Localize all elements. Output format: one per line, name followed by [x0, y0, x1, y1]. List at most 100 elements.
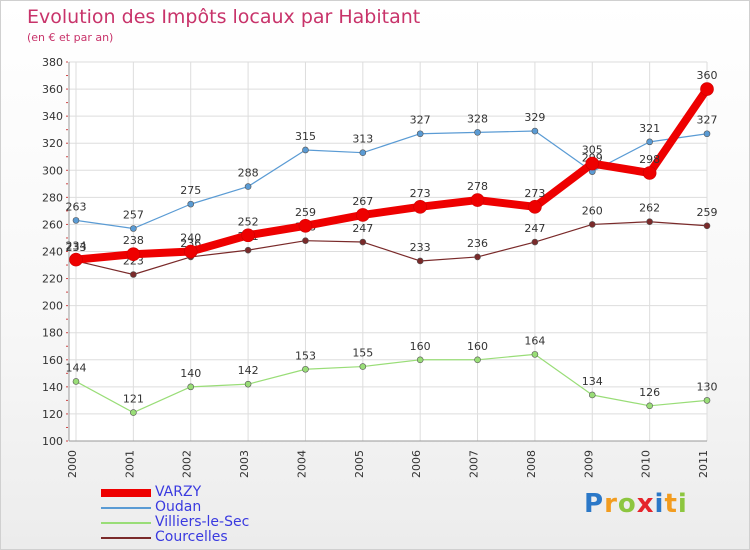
x-tick-label: 2009	[582, 450, 595, 478]
data-label: 247	[352, 222, 373, 235]
data-point	[646, 402, 653, 410]
data-label: 155	[352, 347, 373, 360]
data-point	[474, 356, 481, 364]
data-label: 259	[697, 206, 718, 219]
y-tick-label: 280	[42, 191, 63, 204]
y-tick-label: 300	[42, 164, 63, 177]
y-tick-label: 360	[42, 83, 63, 96]
data-point	[703, 130, 711, 138]
y-tick-label: 180	[42, 327, 63, 340]
data-point	[359, 363, 367, 370]
series-line-villiers-le-sec	[75, 353, 708, 414]
logo-letter: x	[636, 489, 655, 519]
data-point	[474, 253, 481, 261]
x-tick-label: 2001	[123, 450, 136, 478]
legend-item: Villiers-le-Sec	[101, 515, 249, 530]
data-point	[187, 383, 195, 391]
data-label: 260	[582, 204, 603, 217]
data-label: 134	[582, 375, 603, 388]
y-tick-label: 320	[42, 137, 63, 150]
data-label: 305	[582, 144, 603, 157]
data-point	[244, 246, 252, 254]
data-label: 153	[295, 349, 316, 362]
y-tick-label: 160	[42, 354, 63, 367]
x-tick-label: 2003	[238, 450, 251, 478]
data-label: 234	[66, 240, 87, 253]
data-point	[416, 257, 424, 265]
data-label: 321	[639, 122, 660, 135]
legend-swatch	[101, 506, 151, 509]
data-label: 238	[123, 234, 144, 247]
legend-label: Courcelles	[155, 529, 228, 545]
legend-item: VARZY	[101, 485, 249, 500]
x-tick-label: 2010	[640, 450, 653, 478]
data-label: 313	[352, 133, 373, 146]
data-label: 130	[697, 380, 718, 393]
data-label: 275	[180, 184, 201, 197]
legend-label: VARZY	[155, 484, 202, 500]
data-point	[588, 221, 596, 228]
data-label: 144	[66, 361, 87, 374]
x-tick-label: 2002	[181, 450, 194, 478]
data-point	[413, 200, 427, 214]
y-tick-label: 380	[42, 56, 63, 69]
x-tick-label: 2007	[468, 450, 481, 478]
data-label: 160	[467, 340, 488, 353]
data-label: 315	[295, 130, 316, 143]
data-point	[298, 218, 313, 233]
x-tick-label: 2008	[525, 450, 538, 478]
data-point	[241, 228, 255, 243]
y-tick-label: 240	[42, 246, 63, 259]
logo-letter: P	[584, 489, 605, 519]
y-tick-label: 340	[42, 110, 63, 123]
data-point	[470, 193, 485, 207]
x-tick-label: 2011	[697, 450, 710, 478]
legend-label: Oudan	[155, 499, 202, 515]
y-tick-label: 140	[42, 381, 63, 394]
data-label: 273	[524, 187, 545, 200]
data-label: 329	[524, 111, 545, 124]
logo-letter: t	[664, 489, 678, 519]
x-tick-label: 2006	[410, 450, 423, 478]
legend-item: Oudan	[101, 500, 249, 515]
data-point	[356, 208, 370, 222]
data-label: 233	[66, 241, 87, 254]
data-label: 327	[410, 114, 431, 127]
logo-letter: i	[654, 489, 665, 519]
data-point	[72, 378, 80, 385]
x-tick-label: 2004	[295, 450, 308, 478]
legend-item: Courcelles	[101, 530, 249, 545]
legend: VARZY Oudan Villiers-le-Sec Courcelles	[101, 485, 249, 545]
data-label: 160	[410, 340, 431, 353]
data-label: 236	[467, 237, 488, 250]
data-label: 328	[467, 112, 488, 125]
legend-swatch	[101, 488, 151, 497]
data-point	[416, 356, 424, 364]
data-point	[700, 82, 714, 96]
data-point	[244, 183, 252, 190]
data-label: 298	[639, 153, 660, 166]
data-label: 360	[697, 69, 718, 82]
legend-swatch	[101, 536, 151, 539]
data-label: 262	[639, 202, 660, 215]
x-tick-label: 2000	[66, 450, 79, 478]
y-tick-label: 120	[42, 408, 63, 421]
data-point	[416, 130, 424, 138]
data-point	[642, 166, 657, 180]
data-point	[474, 129, 481, 136]
y-tick-label: 260	[42, 218, 63, 231]
data-point	[187, 200, 195, 208]
data-label: 142	[238, 364, 259, 377]
data-point	[531, 127, 539, 135]
data-point	[302, 365, 309, 373]
data-label: 257	[123, 208, 144, 221]
data-point	[72, 217, 80, 224]
chart-subtitle: (en € et par an)	[27, 31, 114, 44]
data-label: 164	[524, 334, 545, 347]
data-label: 327	[697, 114, 718, 127]
logo-letter: i	[677, 489, 688, 519]
data-point	[646, 138, 653, 146]
data-point	[359, 238, 367, 246]
